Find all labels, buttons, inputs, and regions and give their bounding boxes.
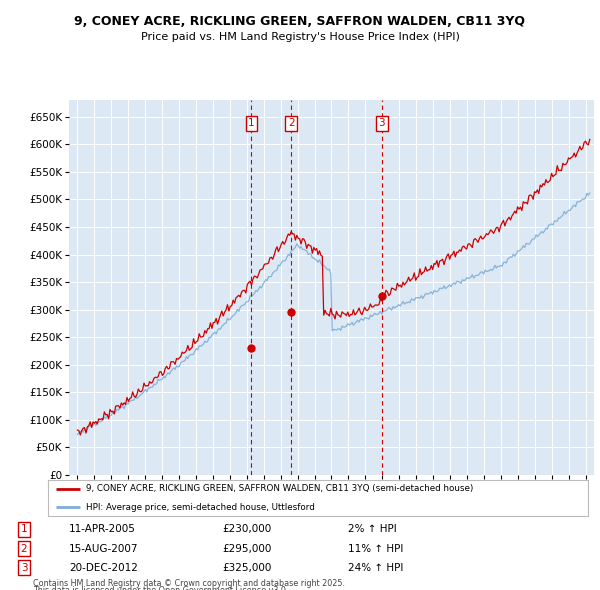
Text: 1: 1 <box>248 119 255 129</box>
Text: 11% ↑ HPI: 11% ↑ HPI <box>348 543 403 553</box>
Text: 9, CONEY ACRE, RICKLING GREEN, SAFFRON WALDEN, CB11 3YQ: 9, CONEY ACRE, RICKLING GREEN, SAFFRON W… <box>74 15 526 28</box>
Text: £230,000: £230,000 <box>222 525 271 535</box>
Text: HPI: Average price, semi-detached house, Uttlesford: HPI: Average price, semi-detached house,… <box>86 503 314 512</box>
Text: 1: 1 <box>20 525 28 535</box>
Text: 20-DEC-2012: 20-DEC-2012 <box>69 563 138 573</box>
Text: 15-AUG-2007: 15-AUG-2007 <box>69 543 139 553</box>
Text: £325,000: £325,000 <box>222 563 271 573</box>
Text: Contains HM Land Registry data © Crown copyright and database right 2025.: Contains HM Land Registry data © Crown c… <box>33 579 345 588</box>
Text: 2: 2 <box>20 543 28 553</box>
Text: 2: 2 <box>288 119 295 129</box>
Text: Price paid vs. HM Land Registry's House Price Index (HPI): Price paid vs. HM Land Registry's House … <box>140 32 460 42</box>
Text: 11-APR-2005: 11-APR-2005 <box>69 525 136 535</box>
Text: 9, CONEY ACRE, RICKLING GREEN, SAFFRON WALDEN, CB11 3YQ (semi-detached house): 9, CONEY ACRE, RICKLING GREEN, SAFFRON W… <box>86 484 473 493</box>
Text: 3: 3 <box>20 563 28 573</box>
Text: £295,000: £295,000 <box>222 543 271 553</box>
Text: 24% ↑ HPI: 24% ↑ HPI <box>348 563 403 573</box>
Text: This data is licensed under the Open Government Licence v3.0.: This data is licensed under the Open Gov… <box>33 586 289 590</box>
Text: 3: 3 <box>379 119 385 129</box>
Text: 2% ↑ HPI: 2% ↑ HPI <box>348 525 397 535</box>
